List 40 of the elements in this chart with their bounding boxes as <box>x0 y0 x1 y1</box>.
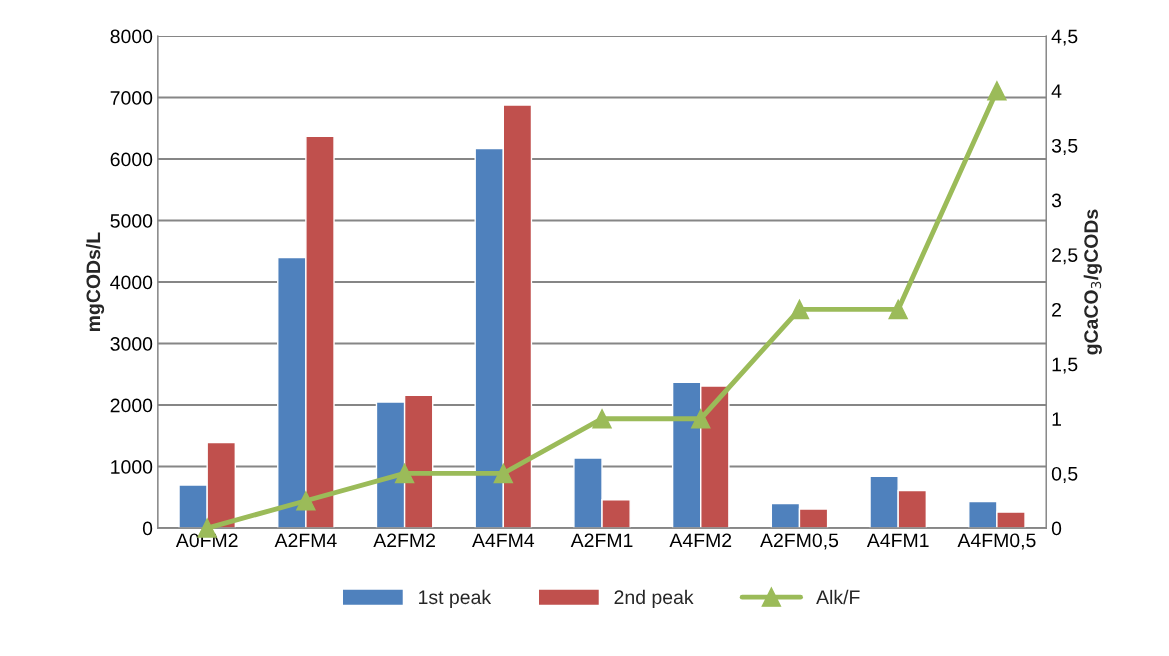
y-tick-label: 7000 <box>110 91 153 105</box>
point <box>493 463 514 484</box>
x-tick-label: A2FM2 <box>373 533 435 548</box>
point <box>987 81 1007 101</box>
y-tick-label: 2000 <box>110 398 153 413</box>
y-tick-label: 0 <box>142 521 153 536</box>
y2-tick-label: 1 <box>1052 412 1061 426</box>
y-tick-label: 1000 <box>111 460 153 474</box>
legend-label: 1st peak <box>419 589 492 608</box>
y-axis-title: mgCODs/L <box>85 232 105 332</box>
x-tick-label: A4FM0,5 <box>957 533 1036 550</box>
point <box>296 491 316 511</box>
y2-tick-label: 0 <box>1051 521 1062 536</box>
point <box>888 299 908 320</box>
x-tick-label: A2FM1 <box>570 533 633 548</box>
y2-tick-label: 1,5 <box>1052 357 1078 374</box>
y2-tick-label: 4 <box>1051 84 1062 98</box>
y2-tick-label: 2,5 <box>1052 248 1078 265</box>
legend-label: 2nd peak <box>614 589 694 608</box>
point <box>789 299 810 320</box>
y-tick-label: 8000 <box>110 29 153 44</box>
y2-tick-label: 3 <box>1051 193 1062 208</box>
x-tick-label: A2FM4 <box>274 533 337 548</box>
x-tick-label: A4FM4 <box>472 533 535 548</box>
y2-axis-title: gCaCO$_{3}$/gCODs <box>1083 209 1102 355</box>
point <box>394 463 415 484</box>
point <box>691 409 711 429</box>
y-tick-label: 5000 <box>110 214 153 228</box>
x-tick-label: A4FM1 <box>866 533 929 548</box>
x-tick-label: A4FM2 <box>669 533 732 548</box>
y2-tick-label: 0,5 <box>1051 466 1078 483</box>
y2-tick-label: 2 <box>1052 302 1061 317</box>
y2-tick-label: 4,5 <box>1051 29 1078 46</box>
x-tick-label: A2FM0,5 <box>760 533 839 550</box>
y-tick-label: 4000 <box>110 275 153 290</box>
y2-tick-label: 3,5 <box>1051 138 1078 155</box>
y-tick-label: 6000 <box>110 152 153 167</box>
point <box>592 409 612 429</box>
legend-label: Alk/F <box>816 589 860 605</box>
y-tick-label: 3000 <box>110 337 153 351</box>
